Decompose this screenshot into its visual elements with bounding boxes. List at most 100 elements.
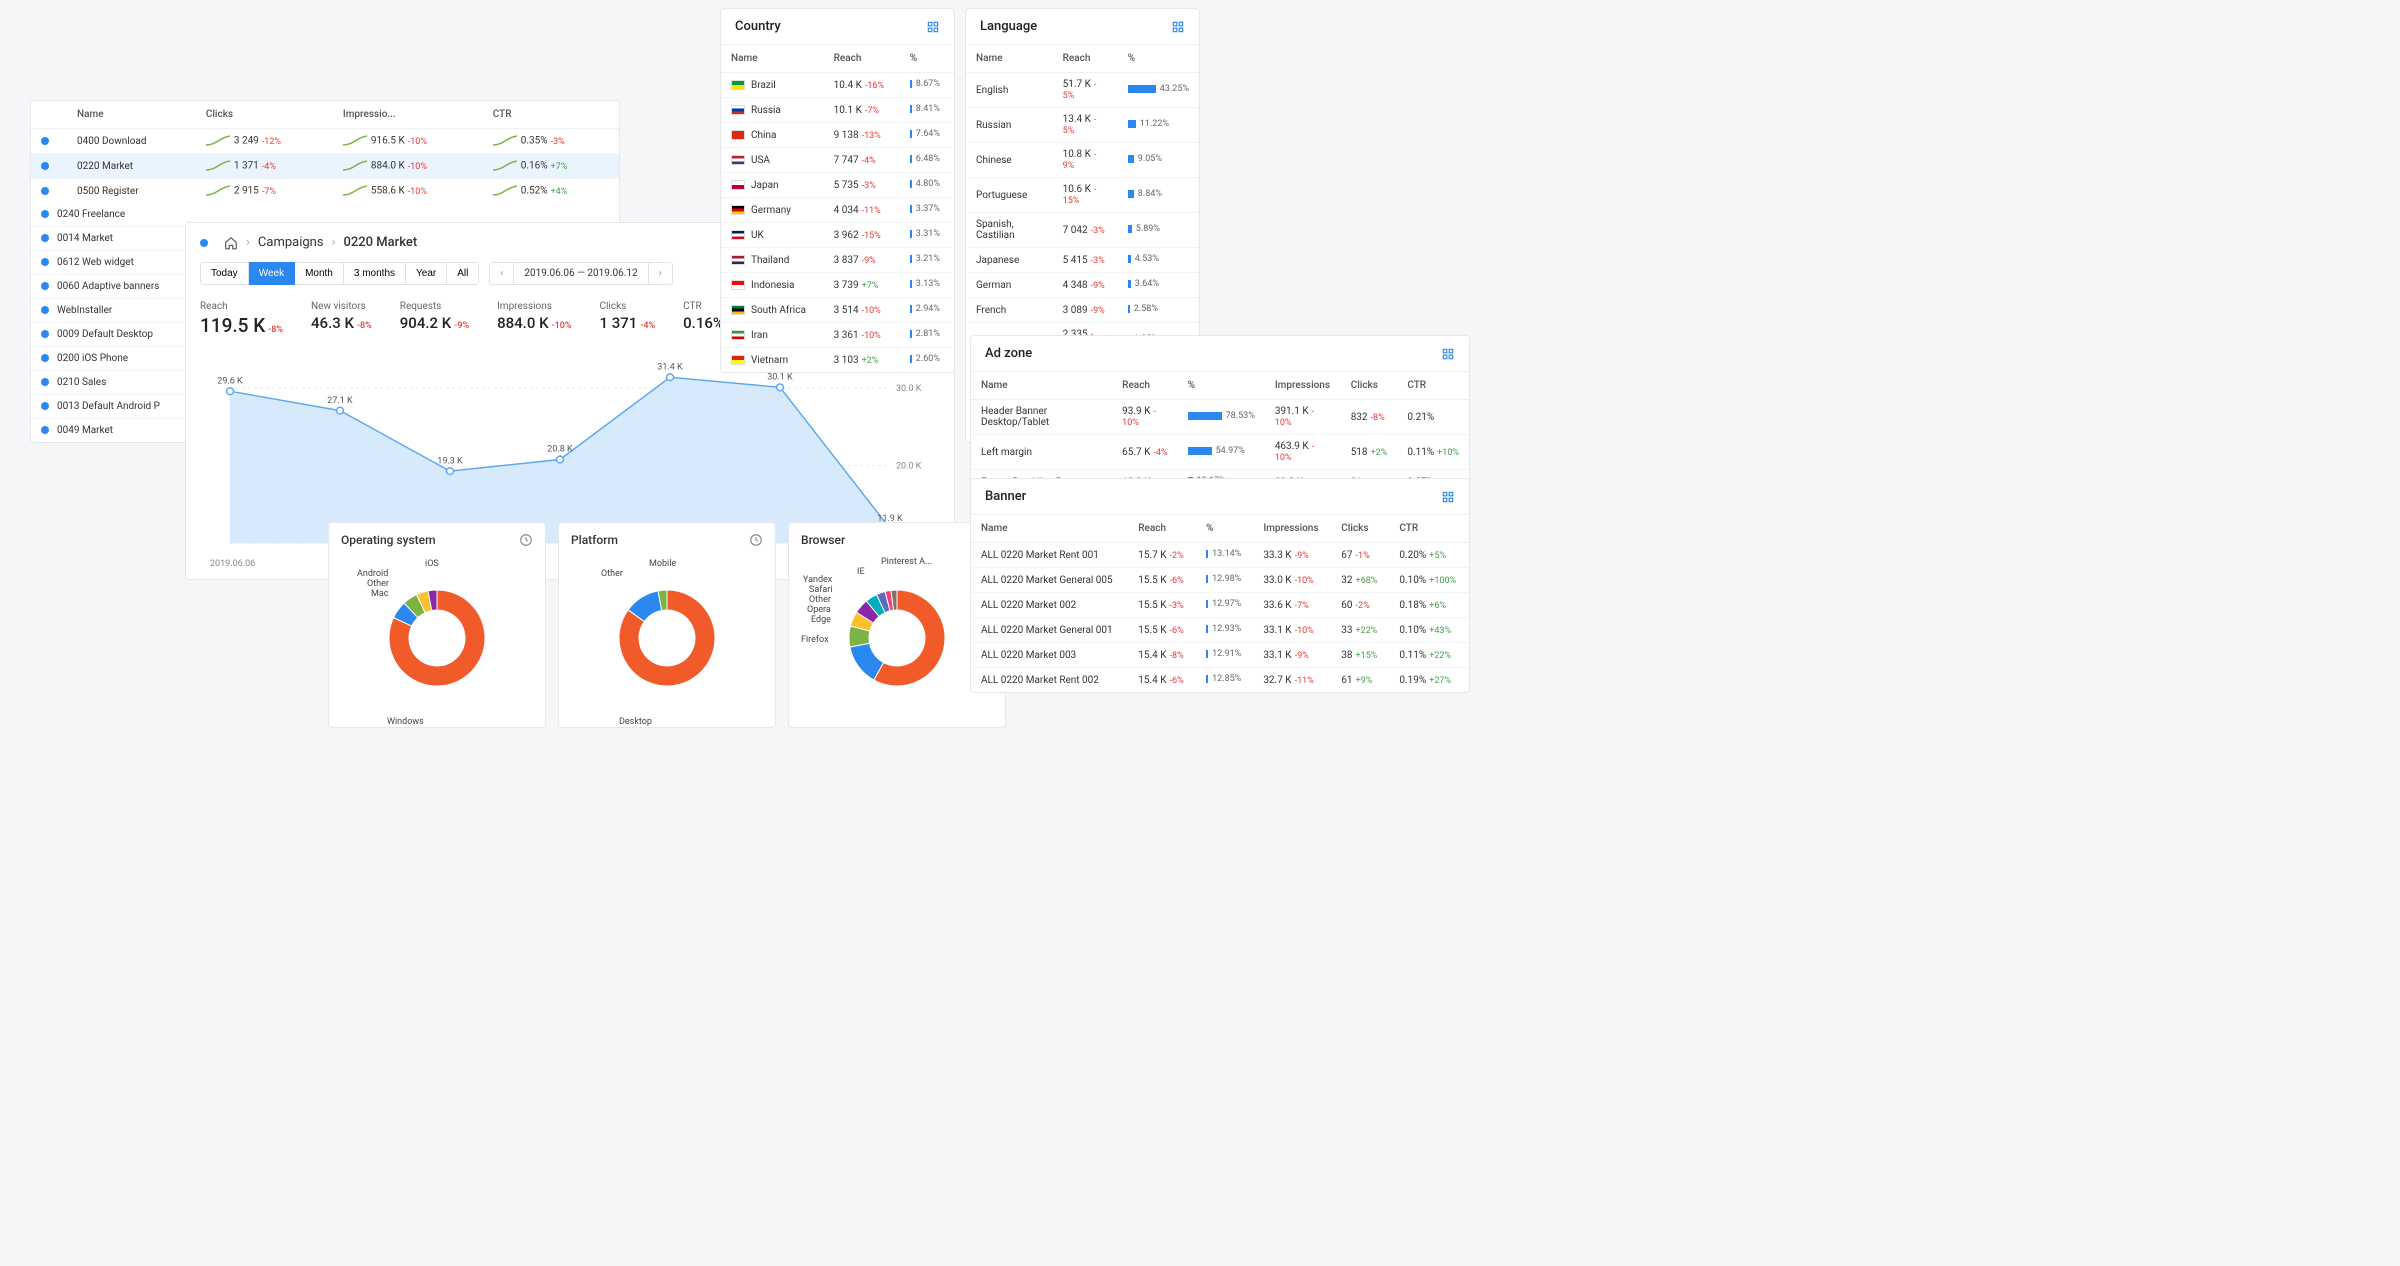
column-header[interactable]: % <box>900 45 954 73</box>
list-item[interactable]: WebInstaller <box>31 299 186 323</box>
table-row[interactable]: Chinese 10.8 K-9% 9.05% <box>966 143 1199 178</box>
column-header[interactable]: Reach <box>1053 45 1118 73</box>
list-item[interactable]: 0240 Freelance <box>31 203 186 227</box>
table-cell: 33.0 K-10% <box>1253 568 1331 593</box>
table-cell: 6.48% <box>900 148 954 173</box>
clock-icon[interactable] <box>519 533 533 547</box>
grid-icon[interactable] <box>1171 20 1185 34</box>
column-header[interactable]: % <box>1178 372 1265 400</box>
list-item[interactable]: 0200 iOS Phone <box>31 347 186 371</box>
table-row[interactable]: ALL 0220 Market General 005 15.5 K-6% 12… <box>971 568 1469 593</box>
table-row[interactable]: USA 7 747-4% 6.48% <box>721 148 954 173</box>
time-tab-month[interactable]: Month <box>295 262 344 285</box>
table-cell: 3 837-9% <box>824 248 900 273</box>
table-row[interactable]: English 51.7 K-5% 43.25% <box>966 73 1199 108</box>
column-header[interactable]: Name <box>971 372 1112 400</box>
column-header[interactable]: % <box>1118 45 1199 73</box>
grid-icon[interactable] <box>1441 490 1455 504</box>
time-tab-week[interactable]: Week <box>249 262 295 285</box>
table-row[interactable]: Header Banner Desktop/Tablet 93.9 K-10% … <box>971 400 1469 435</box>
column-header[interactable]: CTR <box>1397 372 1469 400</box>
table-row[interactable]: Japanese 5 415-3% 4.53% <box>966 248 1199 273</box>
table-row[interactable]: ALL 0220 Market 003 15.4 K-8% 12.91% 33.… <box>971 643 1469 668</box>
table-row[interactable]: German 4 348-9% 3.64% <box>966 273 1199 298</box>
home-icon[interactable] <box>224 236 238 250</box>
column-header[interactable]: Name <box>67 101 196 129</box>
list-item[interactable]: 0210 Sales <box>31 371 186 395</box>
table-cell: ALL 0220 Market 003 <box>971 643 1128 668</box>
table-cell: 4 034-11% <box>824 198 900 223</box>
table-row[interactable]: Indonesia 3 739+7% 3.13% <box>721 273 954 298</box>
grid-icon[interactable] <box>926 20 940 34</box>
table-cell: 3 089-9% <box>1053 298 1118 323</box>
donut-slice-label: iOS <box>425 559 439 569</box>
table-row[interactable]: French 3 089-9% 2.58% <box>966 298 1199 323</box>
column-header[interactable]: Reach <box>1112 372 1177 400</box>
column-header[interactable]: CTR <box>1389 515 1469 543</box>
time-tab-year[interactable]: Year <box>406 262 447 285</box>
table-row[interactable]: 0500 Register 2 915-7% 558.6 K-10% 0.52%… <box>31 179 619 204</box>
table-row[interactable]: ALL 0220 Market Rent 001 15.7 K-2% 13.14… <box>971 543 1469 568</box>
time-tab-3-months[interactable]: 3 months <box>344 262 406 285</box>
table-row[interactable]: ALL 0220 Market 002 15.5 K-3% 12.97% 33.… <box>971 593 1469 618</box>
table-cell: Left margin <box>971 435 1112 470</box>
list-item[interactable]: 0049 Market <box>31 419 186 443</box>
table-row[interactable]: Thailand 3 837-9% 3.21% <box>721 248 954 273</box>
table-row[interactable]: Japan 5 735-3% 4.80% <box>721 173 954 198</box>
column-header[interactable]: Reach <box>824 45 900 73</box>
table-cell: 33.1 K-10% <box>1253 618 1331 643</box>
table-cell: 0.20%+5% <box>1389 543 1469 568</box>
column-header[interactable]: Clicks <box>1331 515 1389 543</box>
list-item[interactable]: 0013 Default Android P <box>31 395 186 419</box>
table-row[interactable]: Brazil 10.4 K-16% 8.67% <box>721 73 954 98</box>
column-header[interactable]: Clicks <box>196 101 333 129</box>
table-row[interactable]: South Africa 3 514-10% 2.94% <box>721 298 954 323</box>
column-header[interactable]: Name <box>721 45 824 73</box>
column-header[interactable]: Reach <box>1128 515 1196 543</box>
time-tab-today[interactable]: Today <box>200 262 249 285</box>
column-header[interactable]: % <box>1196 515 1253 543</box>
column-header[interactable]: Impressio... <box>333 101 483 129</box>
table-cell: 4.80% <box>900 173 954 198</box>
breadcrumb-root[interactable]: Campaigns <box>258 235 324 250</box>
table-row[interactable]: 0400 Download 3 249-12% 916.5 K-10% 0.35… <box>31 129 619 154</box>
table-row[interactable]: Iran 3 361-10% 2.81% <box>721 323 954 348</box>
table-row[interactable]: Portuguese 10.6 K-15% 8.84% <box>966 178 1199 213</box>
table-row[interactable]: 0220 Market 1 371-4% 884.0 K-10% 0.16%+7… <box>31 154 619 179</box>
time-tab-all[interactable]: All <box>447 262 479 285</box>
table-row[interactable]: Left margin 65.7 K-4% 54.97% 463.9 K-10%… <box>971 435 1469 470</box>
date-next-button[interactable]: › <box>648 263 672 284</box>
list-item[interactable]: 0014 Market <box>31 227 186 251</box>
table-cell: 0014 Market <box>31 227 186 251</box>
table-row[interactable]: Russian 13.4 K-5% 11.22% <box>966 108 1199 143</box>
table-row[interactable]: UK 3 962-15% 3.31% <box>721 223 954 248</box>
column-header[interactable]: Clicks <box>1341 372 1398 400</box>
table-row[interactable]: China 9 138-13% 7.64% <box>721 123 954 148</box>
table-cell: 1 371-4% <box>196 154 333 179</box>
table-cell: 3.21% <box>900 248 954 273</box>
donut-slice-label: Desktop <box>619 717 652 727</box>
column-header[interactable]: Name <box>966 45 1053 73</box>
column-header[interactable]: CTR <box>483 101 619 129</box>
table-row[interactable]: Russia 10.1 K-7% 8.41% <box>721 98 954 123</box>
table-cell: 2.81% <box>900 323 954 348</box>
table-cell: 0.11%+22% <box>1389 643 1469 668</box>
table-row[interactable]: ALL 0220 Market General 001 15.5 K-6% 12… <box>971 618 1469 643</box>
table-row[interactable]: Germany 4 034-11% 3.37% <box>721 198 954 223</box>
list-item[interactable]: 0612 Web widget <box>31 251 186 275</box>
grid-icon[interactable] <box>1441 347 1455 361</box>
language-title: Language <box>980 19 1037 34</box>
column-header[interactable]: Impressions <box>1253 515 1331 543</box>
table-row[interactable]: Vietnam 3 103+2% 2.60% <box>721 348 954 373</box>
column-header[interactable]: Impressions <box>1265 372 1341 400</box>
list-item[interactable]: 0060 Adaptive banners <box>31 275 186 299</box>
date-range-picker[interactable]: ‹ 2019.06.06 — 2019.06.12 › <box>489 262 672 285</box>
table-cell: 32.7 K-11% <box>1253 668 1331 693</box>
table-row[interactable]: Spanish, Castilian 7 042-3% 5.89% <box>966 213 1199 248</box>
clock-icon[interactable] <box>749 533 763 547</box>
column-header[interactable]: Name <box>971 515 1128 543</box>
list-item[interactable]: 0009 Default Desktop <box>31 323 186 347</box>
svg-text:27.1 K: 27.1 K <box>327 396 353 406</box>
date-prev-button[interactable]: ‹ <box>490 263 514 284</box>
table-row[interactable]: ALL 0220 Market Rent 002 15.4 K-6% 12.85… <box>971 668 1469 693</box>
